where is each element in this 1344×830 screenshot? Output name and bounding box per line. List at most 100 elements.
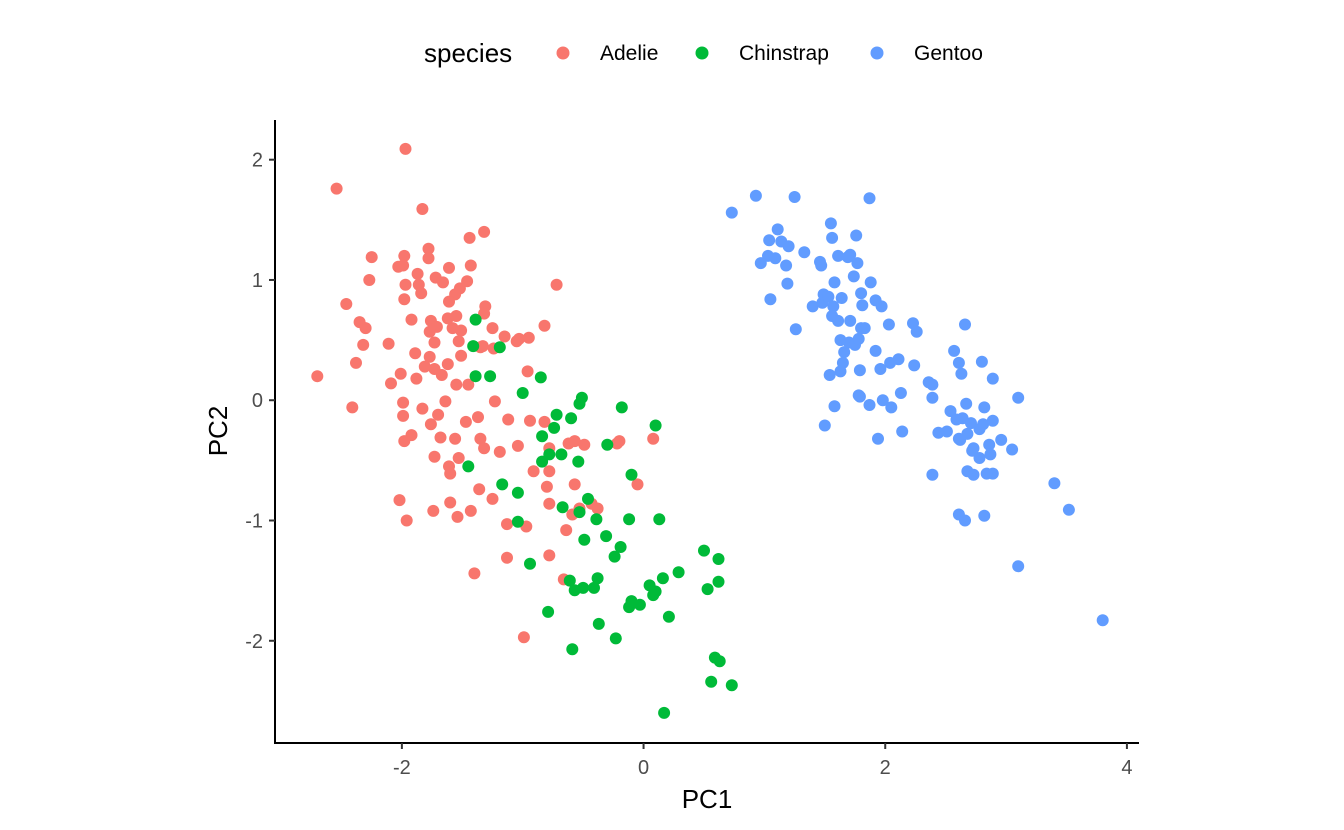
point-gentoo	[959, 318, 971, 331]
legend-key-chinstrap	[695, 46, 709, 60]
point-chinstrap	[725, 679, 738, 692]
point-adelie	[647, 432, 660, 445]
point-gentoo	[884, 356, 897, 369]
x-tick-label: 4	[1121, 757, 1132, 779]
point-adelie	[428, 336, 441, 349]
point-adelie	[357, 338, 370, 351]
point-chinstrap	[572, 455, 585, 468]
point-adelie	[435, 369, 448, 381]
point-adelie	[365, 251, 378, 264]
point-adelie	[350, 356, 362, 369]
point-chinstrap	[568, 584, 581, 597]
point-chinstrap	[662, 610, 675, 623]
point-chinstrap	[609, 632, 622, 645]
point-gentoo	[835, 292, 848, 304]
x-tick-label: -2	[393, 757, 411, 779]
point-adelie	[543, 497, 556, 510]
point-gentoo	[850, 229, 863, 242]
y-tick-label: -1	[245, 511, 263, 533]
point-chinstrap	[467, 340, 480, 353]
point-adelie	[340, 298, 353, 310]
point-adelie	[441, 358, 454, 371]
point-gentoo	[852, 389, 865, 402]
point-adelie	[510, 335, 523, 348]
point-adelie	[560, 524, 573, 537]
point-chinstrap	[623, 513, 636, 526]
point-gentoo	[834, 365, 847, 378]
legend-label-gentoo: Gentoo	[914, 42, 983, 65]
point-gentoo	[975, 355, 988, 368]
point-adelie	[463, 231, 476, 244]
point-adelie	[423, 325, 436, 338]
point-adelie	[568, 478, 581, 491]
point-adelie	[468, 567, 481, 580]
point-adelie	[443, 460, 455, 473]
y-tick-label: 0	[252, 390, 263, 412]
point-gentoo	[910, 325, 923, 338]
point-gentoo	[983, 438, 996, 451]
point-gentoo	[749, 189, 762, 202]
point-gentoo	[771, 223, 784, 236]
point-chinstrap	[556, 501, 569, 514]
point-gentoo	[980, 467, 993, 480]
point-adelie	[415, 287, 428, 300]
point-gentoo	[856, 299, 869, 312]
point-adelie	[511, 439, 524, 452]
point-adelie	[474, 432, 487, 445]
legend: species Adelie Chinstrap Gentoo	[424, 38, 983, 68]
point-gentoo	[984, 448, 997, 461]
legend-label-chinstrap: Chinstrap	[739, 42, 829, 65]
point-gentoo	[832, 314, 845, 327]
point-gentoo	[977, 418, 990, 431]
point-adelie	[452, 335, 465, 348]
point-gentoo	[841, 251, 854, 264]
point-chinstrap	[701, 583, 714, 596]
data-points	[311, 142, 1109, 719]
point-adelie	[311, 370, 324, 383]
point-gentoo	[763, 234, 776, 247]
point-adelie	[502, 413, 515, 426]
point-adelie	[397, 396, 410, 409]
point-chinstrap	[649, 419, 662, 432]
point-gentoo	[754, 257, 767, 270]
point-adelie	[464, 504, 477, 517]
point-gentoo	[780, 259, 793, 272]
point-adelie	[462, 378, 475, 391]
point-gentoo	[1048, 477, 1061, 490]
point-adelie	[398, 435, 411, 448]
point-adelie	[443, 295, 455, 308]
point-chinstrap	[573, 397, 586, 410]
point-chinstrap	[600, 530, 613, 543]
point-adelie	[521, 365, 534, 378]
point-adelie	[439, 395, 452, 408]
point-chinstrap	[601, 438, 614, 451]
point-adelie	[455, 324, 468, 337]
point-gentoo	[894, 387, 907, 399]
point-gentoo	[967, 468, 980, 481]
point-chinstrap	[653, 513, 666, 526]
point-adelie	[527, 465, 540, 478]
point-gentoo	[855, 287, 868, 300]
point-adelie	[410, 372, 423, 385]
point-adelie	[405, 313, 418, 326]
point-adelie	[428, 450, 441, 463]
point-adelie	[472, 411, 484, 424]
point-gentoo	[827, 300, 840, 313]
point-adelie	[543, 465, 556, 478]
point-adelie	[501, 518, 513, 531]
point-adelie	[524, 414, 536, 427]
point-chinstrap	[633, 598, 646, 611]
point-gentoo	[960, 397, 973, 410]
point-chinstrap	[565, 412, 578, 425]
point-chinstrap	[516, 387, 529, 399]
point-chinstrap	[493, 341, 506, 354]
point-adelie	[418, 360, 431, 373]
point-adelie	[432, 408, 445, 421]
point-gentoo	[955, 367, 968, 380]
point-chinstrap	[578, 533, 591, 546]
point-chinstrap	[588, 581, 600, 594]
point-adelie	[398, 249, 411, 262]
point-gentoo	[948, 344, 961, 357]
point-adelie	[550, 278, 563, 291]
